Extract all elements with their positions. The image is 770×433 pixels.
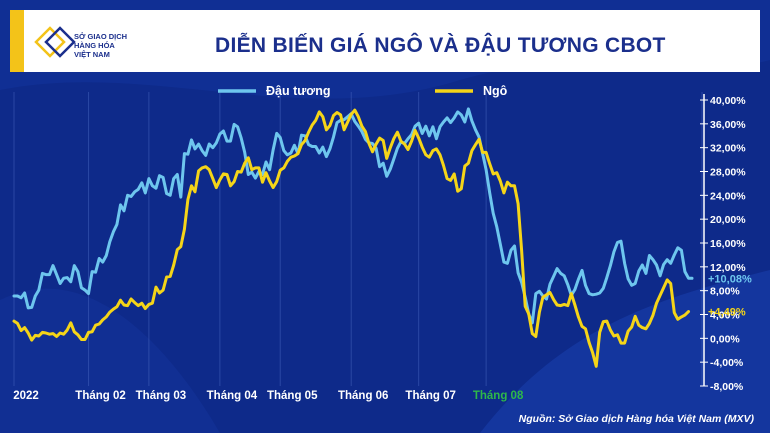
y-tick-label: 16,00% [710, 238, 746, 250]
logo-line-2: HÀNG HÓA [74, 41, 115, 50]
x-tick-label: Tháng 03 [136, 390, 186, 402]
y-tick-label: 32,00% [710, 143, 746, 155]
header-banner: SỞ GIAO DỊCH HÀNG HÓA VIỆT NAM DIỄN BIẾN… [0, 10, 770, 72]
soybean-series-line [12, 107, 694, 325]
end-value-label: +10,08% [708, 273, 752, 285]
legend-label: Ngô [483, 84, 508, 98]
logo-line-1: SỞ GIAO DỊCH [74, 32, 128, 41]
y-tick-label: 0,00% [710, 333, 740, 345]
source-note: Nguồn: Sở Giao dịch Hàng hóa Việt Nam (M… [518, 413, 754, 425]
mxv-logo-text: SỞ GIAO DỊCH HÀNG HÓA VIỆT NAM [74, 32, 194, 59]
y-tick-label: 4,00% [710, 310, 740, 322]
y-tick-label: 12,00% [710, 262, 746, 274]
x-tick-label: Tháng 05 [267, 390, 318, 402]
y-tick-label: 8,00% [710, 286, 740, 298]
mxv-logo-icon [34, 26, 76, 58]
y-tick-label: 24,00% [710, 190, 746, 202]
y-tick-label: 28,00% [710, 167, 746, 179]
x-tick-label: Tháng 02 [75, 390, 125, 402]
x-tick-label: Tháng 06 [338, 390, 388, 402]
mxv-logo: SỞ GIAO DỊCH HÀNG HÓA VIỆT NAM [14, 24, 204, 60]
legend-label: Đậu tương [266, 84, 330, 98]
x-tick-label: Tháng 08 [473, 390, 524, 402]
x-tick-label: 2022 [13, 390, 39, 402]
y-tick-label: 20,00% [710, 214, 746, 226]
y-tick-label: -8,00% [710, 381, 744, 393]
y-tick-label: 36,00% [710, 119, 746, 131]
x-tick-label: Tháng 04 [207, 390, 258, 402]
header-box [24, 10, 760, 72]
corn-series-line [12, 108, 690, 368]
y-tick-label: 40,00% [710, 95, 746, 107]
chart-title: DIỄN BIẾN GIÁ NGÔ VÀ ĐẬU TƯƠNG CBOT [215, 34, 666, 57]
x-tick-label: Tháng 07 [405, 390, 455, 402]
logo-line-3: VIỆT NAM [74, 50, 110, 59]
end-value-label: +4,49% [708, 307, 746, 319]
y-tick-label: -4,00% [710, 357, 744, 369]
